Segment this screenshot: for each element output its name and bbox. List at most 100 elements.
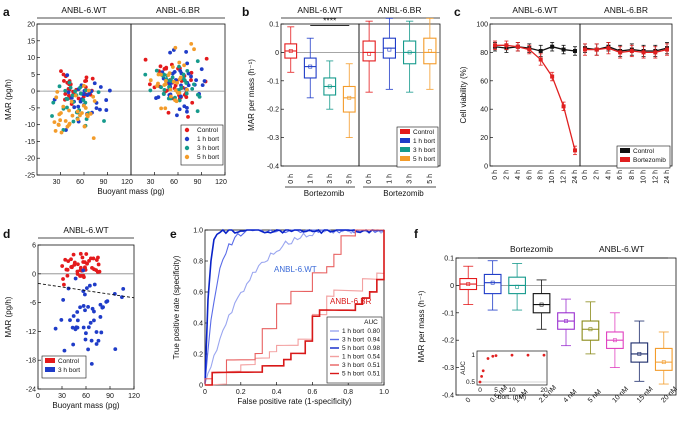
mean-marker (515, 284, 520, 289)
legend-label: 3 h bort (58, 367, 80, 374)
data-point (70, 113, 75, 118)
data-point (62, 79, 66, 83)
x-tick-label: 90 (100, 179, 108, 186)
x-axis-label: False positive rate (1-specificity) (237, 397, 352, 406)
data-point (504, 43, 509, 48)
x-tick-label: 60 (76, 179, 84, 186)
legend-label: 5 h bort (342, 371, 364, 378)
data-point (184, 50, 189, 54)
x-group-label: Bortezomib (304, 189, 345, 198)
legend-label: Bortezomib (633, 157, 666, 164)
y-tick-label: -5 (29, 105, 35, 112)
data-point (78, 251, 83, 256)
data-point (186, 114, 190, 119)
data-point (88, 256, 93, 261)
mean-marker (490, 280, 495, 285)
data-point (83, 265, 87, 270)
roc-label-br: ANBL-6.BR (330, 297, 372, 306)
data-point (96, 90, 101, 95)
data-point (159, 106, 164, 111)
y-tick-label: 0 (484, 164, 488, 171)
inset-point (481, 369, 485, 373)
data-point (143, 57, 148, 62)
data-point (192, 82, 196, 87)
legend-auc: 0.98 (367, 345, 380, 352)
data-point (60, 264, 65, 268)
data-point (192, 47, 196, 52)
data-point (177, 91, 182, 95)
data-point (66, 90, 71, 95)
y-axis-label: MAR (pg/h) (4, 79, 13, 120)
data-point (163, 82, 168, 86)
data-point (81, 98, 86, 102)
y-tick-label: 0.1 (269, 22, 279, 29)
data-point (81, 268, 86, 273)
data-point (194, 78, 199, 82)
x-tick-label: 0 h (582, 170, 589, 180)
data-point (70, 93, 75, 98)
mean-marker (347, 95, 352, 100)
inset-x-label: bort. (nM) (498, 394, 526, 401)
data-point (88, 111, 93, 116)
data-point (159, 85, 163, 90)
legend-marker (400, 147, 410, 152)
inset-x-tick-label: 10 (508, 387, 516, 394)
data-point (618, 50, 623, 55)
data-point (91, 94, 96, 99)
data-point (197, 94, 202, 99)
data-point (78, 305, 82, 310)
mean-marker (612, 338, 617, 343)
data-point (185, 106, 189, 110)
x-tick-label: 120 (128, 393, 140, 400)
data-point (184, 95, 189, 100)
x-tick-label: 8 h (538, 170, 545, 180)
data-point (573, 48, 577, 53)
data-point (158, 64, 163, 69)
y-tick-label: -0.2 (442, 338, 454, 345)
panel-title-cell-line: ANBL-6.WT (599, 244, 644, 254)
data-point (50, 114, 54, 118)
inset-point (494, 354, 498, 358)
panel-label-a: a (3, 5, 10, 19)
data-point (85, 261, 89, 266)
x-tick-label: 0 (203, 389, 207, 396)
x-tick-label: 60 (82, 393, 90, 400)
data-point (65, 73, 70, 78)
panel-label-b: b (242, 5, 249, 19)
mean-marker (308, 64, 313, 69)
data-point (143, 72, 148, 77)
data-point (189, 70, 194, 75)
x-tick-label: 10 h (641, 170, 648, 184)
x-axis-label: Buoyant mass (pg) (52, 401, 119, 410)
data-point (190, 86, 195, 91)
mean-marker (387, 47, 392, 52)
data-point (86, 88, 91, 93)
y-tick-label: -6 (30, 300, 36, 307)
data-point (59, 130, 64, 135)
y-tick-label: 6 (32, 243, 36, 250)
data-point (89, 361, 94, 366)
x-tick-label: 30 (53, 179, 61, 186)
x-tick-label: 12 h (652, 170, 659, 184)
data-point (67, 108, 71, 113)
legend-label: Control (413, 129, 435, 136)
data-point (195, 109, 200, 114)
data-point (550, 74, 555, 79)
data-point (78, 85, 82, 90)
panel-label-f: f (414, 227, 419, 241)
data-point (76, 104, 81, 109)
data-point (85, 93, 90, 98)
data-point (73, 276, 78, 281)
data-point (178, 69, 183, 73)
data-point (84, 331, 88, 336)
data-point (63, 92, 68, 96)
legend-marker (184, 145, 190, 151)
data-point (92, 99, 97, 103)
data-point (65, 105, 69, 110)
panel-title: ANBL-6.WT (61, 5, 106, 15)
y-tick-label: -0.4 (442, 393, 454, 400)
data-point (58, 118, 63, 123)
y-tick-label: -0.3 (442, 365, 454, 372)
data-point (62, 348, 67, 353)
data-point (63, 88, 68, 93)
